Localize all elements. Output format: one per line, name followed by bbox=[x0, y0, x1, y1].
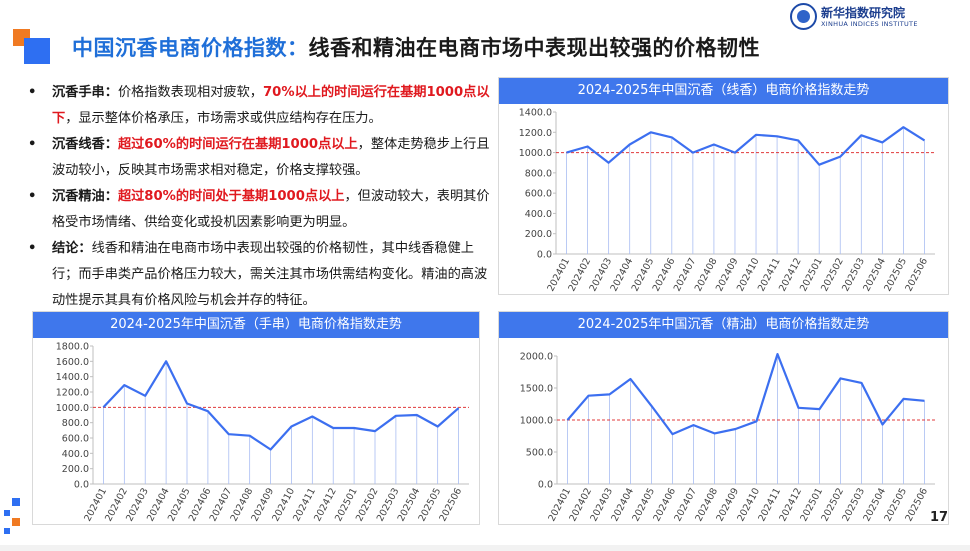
y-tick-label: 1200.0 bbox=[519, 128, 552, 139]
y-tick-label: 800.0 bbox=[62, 418, 89, 429]
logo-english-name: XINHUA INDICES INSTITUTE bbox=[821, 20, 918, 28]
y-tick-label: 800.0 bbox=[525, 168, 552, 179]
title-accent-blue bbox=[24, 38, 50, 64]
chart-panel-bracelet: 2024-2025年中国沉香（手串）电商价格指数走势 0.0 200.0 400.0… bbox=[32, 311, 480, 525]
page-title-main: 中国沉香电商价格指数： bbox=[72, 36, 309, 60]
chart-panel-oil: 2024-2025年中国沉香（精油）电商价格指数走势 0.0 500.0 1000.… bbox=[498, 311, 949, 525]
y-tick-label: 1400.0 bbox=[56, 372, 89, 383]
chart-panel-incense: 2024-2025年中国沉香（线香）电商价格指数走势 0.0 200.0 400.0… bbox=[498, 77, 949, 295]
chart-bracelet: 0.0 200.0 400.0 600.0 800.0 1000.0 1200.0 1400.… bbox=[56, 342, 469, 523]
page-title: 中国沉香电商价格指数：线香和精油在电商市场中表现出较强的价格韧性 bbox=[72, 32, 760, 62]
corner-deco-square bbox=[4, 510, 10, 516]
xinhua-logo: 新华指数研究院 XINHUA INDICES INSTITUTE bbox=[790, 2, 970, 32]
finding-highlight: 超过80%的时间处于基期1000点以上 bbox=[117, 189, 345, 204]
y-tick-label: 1000.0 bbox=[56, 403, 89, 414]
y-tick-label: 2000.0 bbox=[520, 352, 553, 363]
finding-text-tail: ，但波动较大，表明其价格受市场情绪、供给变化或投机因素影响更为明显。 bbox=[52, 189, 490, 230]
chart-incense: 0.0 200.0 400.0 600.0 800.0 1000.0 1200.0 1400.… bbox=[519, 108, 935, 293]
bottom-strip bbox=[0, 545, 970, 551]
page-title-sub: 线香和精油在电商市场中表现出较强的价格韧性 bbox=[308, 36, 760, 60]
corner-deco-square bbox=[12, 518, 20, 526]
finding-head: 沉香精油： bbox=[52, 189, 118, 204]
y-tick-label: 1800.0 bbox=[56, 342, 89, 353]
y-tick-label: 600.0 bbox=[525, 189, 552, 200]
y-tick-label: 0.0 bbox=[537, 250, 552, 261]
corner-deco-square bbox=[4, 528, 10, 534]
y-tick-label: 1200.0 bbox=[56, 388, 89, 399]
y-tick-label: 200.0 bbox=[62, 464, 89, 475]
finding-head: 沉香手串： bbox=[52, 85, 118, 100]
chart-oil: 0.0500.01000.01500.02000.020240120240220… bbox=[520, 352, 935, 523]
finding-highlight: 超过60%的时间运行在基期1000点以上 bbox=[117, 137, 358, 152]
logo-emblem-icon bbox=[790, 3, 817, 30]
y-tick-label: 0.0 bbox=[74, 480, 89, 491]
chart-title-oil: 2024-2025年中国沉香（精油）电商价格指数走势 bbox=[499, 312, 948, 338]
finding-text: 价格指数表现相对疲软， bbox=[117, 85, 263, 100]
y-tick-label: 200.0 bbox=[525, 229, 552, 240]
y-tick-label: 600.0 bbox=[62, 434, 89, 445]
finding-text-tail: ，整体走势稳步上行且波动较小，反映其市场需求相对稳定，价格支撑较强。 bbox=[52, 137, 490, 178]
findings-list: • 沉香手串：价格指数表现相对疲软，70%以上的时间运行在基期1000点以下，显… bbox=[22, 80, 492, 314]
finding-bracelet: • 沉香手串：价格指数表现相对疲软，70%以上的时间运行在基期1000点以下，显… bbox=[28, 85, 490, 126]
series-line bbox=[566, 353, 925, 436]
y-tick-label: 1000.0 bbox=[520, 416, 553, 427]
finding-conclusion: • 结论：线香和精油在电商市场中表现出较强的价格韧性，其中线香稳健上行；而手串类… bbox=[28, 241, 488, 308]
finding-text-tail: ，显示整体价格承压，市场需求或供应结构存在压力。 bbox=[65, 111, 382, 126]
corner-deco-square bbox=[12, 498, 20, 506]
finding-oil: • 沉香精油：超过80%的时间处于基期1000点以上，但波动较大，表明其价格受市… bbox=[28, 189, 490, 230]
logo-chinese-name: 新华指数研究院 bbox=[821, 6, 906, 20]
series-line bbox=[102, 360, 460, 451]
y-tick-label: 500.0 bbox=[526, 448, 553, 459]
y-tick-label: 0.0 bbox=[538, 480, 553, 491]
y-tick-label: 1600.0 bbox=[56, 357, 89, 368]
page-number: 17 bbox=[930, 510, 949, 525]
finding-head: 结论： bbox=[52, 241, 92, 256]
chart-title-bracelet: 2024-2025年中国沉香（手串）电商价格指数走势 bbox=[33, 312, 479, 338]
finding-text: 线香和精油在电商市场中表现出较强的价格韧性，其中线香稳健上行；而手串类产品价格压… bbox=[52, 241, 488, 308]
finding-head: 沉香线香： bbox=[52, 137, 118, 152]
y-tick-label: 1400.0 bbox=[519, 108, 552, 119]
finding-incense: • 沉香线香：超过60%的时间运行在基期1000点以上，整体走势稳步上行且波动较… bbox=[28, 137, 490, 178]
y-tick-label: 400.0 bbox=[525, 209, 552, 220]
y-tick-label: 1000.0 bbox=[519, 148, 552, 159]
y-tick-label: 400.0 bbox=[62, 449, 89, 460]
series-line bbox=[566, 126, 926, 166]
finding-highlight: 70%以上的时间运行在基期1000点以下 bbox=[52, 85, 490, 126]
y-tick-label: 1500.0 bbox=[520, 384, 553, 395]
chart-title-incense: 2024-2025年中国沉香（线香）电商价格指数走势 bbox=[499, 78, 948, 104]
